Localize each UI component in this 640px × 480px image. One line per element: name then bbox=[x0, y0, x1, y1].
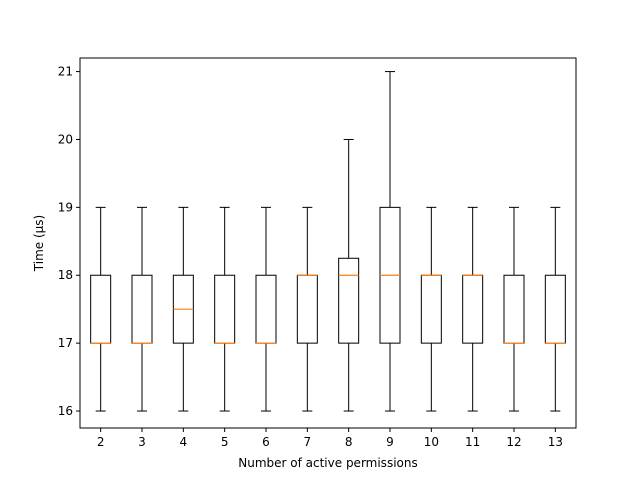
box-12 bbox=[503, 206, 525, 412]
box-5 bbox=[214, 206, 236, 412]
x-tick-label: 2 bbox=[97, 435, 105, 449]
x-tick-label: 8 bbox=[345, 435, 353, 449]
y-tick-label: 19 bbox=[58, 200, 73, 214]
x-tick-label: 4 bbox=[180, 435, 188, 449]
box-8 bbox=[338, 138, 360, 412]
x-tick-label: 11 bbox=[465, 435, 480, 449]
y-tick-label: 18 bbox=[58, 268, 73, 282]
box-7 bbox=[296, 206, 318, 412]
x-tick-label: 10 bbox=[424, 435, 439, 449]
y-tick-label: 17 bbox=[58, 336, 73, 350]
plot-area bbox=[90, 71, 566, 412]
box-13 bbox=[544, 206, 566, 412]
y-axis: 16 17 18 19 20 21 bbox=[58, 65, 80, 418]
x-axis-label: Number of active permissions bbox=[238, 456, 417, 470]
x-axis: 2 3 4 5 6 7 8 9 10 11 12 13 bbox=[97, 428, 563, 449]
box-9 bbox=[379, 71, 401, 412]
iqr-box bbox=[338, 257, 360, 344]
x-tick-label: 13 bbox=[548, 435, 563, 449]
y-tick-label: 20 bbox=[58, 132, 73, 146]
y-tick-label: 21 bbox=[58, 65, 73, 79]
x-tick-label: 9 bbox=[386, 435, 394, 449]
box-10 bbox=[420, 206, 442, 412]
box-3 bbox=[131, 206, 153, 412]
box-2 bbox=[90, 206, 112, 412]
x-tick-label: 7 bbox=[304, 435, 312, 449]
y-tick-label: 16 bbox=[58, 404, 73, 418]
x-tick-label: 12 bbox=[506, 435, 521, 449]
x-tick-label: 6 bbox=[262, 435, 270, 449]
box-4 bbox=[172, 206, 194, 412]
axes-frame bbox=[79, 57, 577, 429]
box-11 bbox=[462, 206, 484, 412]
y-axis-label: Time (µs) bbox=[32, 215, 46, 272]
box-6 bbox=[255, 206, 277, 412]
x-tick-label: 3 bbox=[138, 435, 146, 449]
x-tick-label: 5 bbox=[221, 435, 229, 449]
